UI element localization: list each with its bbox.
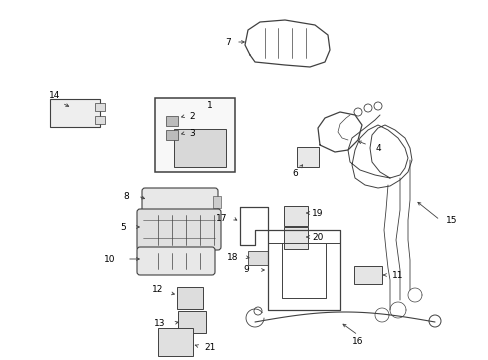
Bar (284, 206, 307, 226)
Text: 5: 5 (120, 222, 125, 231)
FancyBboxPatch shape (137, 247, 215, 275)
Text: 4: 4 (374, 144, 380, 153)
Bar (177, 287, 203, 309)
Text: 8: 8 (123, 192, 129, 201)
Bar (353, 266, 381, 284)
Text: 13: 13 (154, 319, 165, 328)
Bar (174, 129, 225, 167)
Text: 10: 10 (104, 255, 116, 264)
Text: 1: 1 (207, 100, 212, 109)
Bar (296, 147, 318, 167)
Text: 21: 21 (204, 343, 215, 352)
Text: 6: 6 (291, 168, 297, 177)
Bar (155, 98, 235, 172)
Text: 7: 7 (224, 37, 230, 46)
Text: 20: 20 (312, 233, 323, 242)
Text: 9: 9 (243, 266, 248, 274)
Bar (247, 251, 267, 265)
Text: 2: 2 (189, 112, 194, 121)
FancyBboxPatch shape (142, 188, 218, 216)
Text: 15: 15 (446, 216, 457, 225)
Bar (50, 99, 100, 127)
Text: 12: 12 (152, 285, 163, 294)
Text: 17: 17 (216, 213, 227, 222)
Bar (284, 227, 307, 249)
Bar (213, 196, 221, 208)
Bar (157, 328, 192, 356)
Text: 3: 3 (189, 129, 195, 138)
Text: 19: 19 (312, 208, 323, 217)
Text: 11: 11 (391, 270, 403, 279)
Bar (165, 130, 178, 140)
Bar (95, 103, 105, 111)
Text: 14: 14 (49, 90, 61, 99)
Text: 16: 16 (351, 338, 363, 346)
Bar (95, 116, 105, 124)
Text: 18: 18 (227, 252, 238, 261)
Bar (165, 116, 178, 126)
FancyBboxPatch shape (137, 209, 221, 250)
Bar (178, 311, 205, 333)
